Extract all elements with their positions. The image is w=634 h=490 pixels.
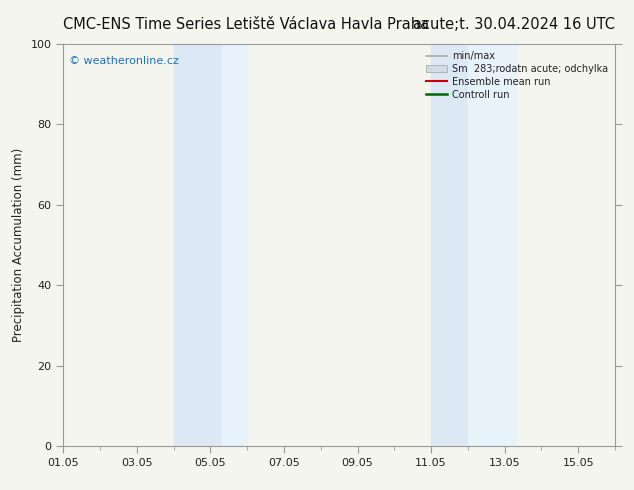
Y-axis label: Precipitation Accumulation (mm): Precipitation Accumulation (mm) <box>12 148 25 342</box>
Text: acute;t. 30.04.2024 16 UTC: acute;t. 30.04.2024 16 UTC <box>413 17 615 32</box>
Bar <box>431 44 468 446</box>
Text: © weatheronline.cz: © weatheronline.cz <box>69 56 179 66</box>
Text: CMC-ENS Time Series Letiště Václava Havla Praha: CMC-ENS Time Series Letiště Václava Havl… <box>63 17 429 32</box>
Bar <box>468 44 515 446</box>
Bar <box>174 44 221 446</box>
Legend: min/max, Sm  283;rodatn acute; odchylka, Ensemble mean run, Controll run: min/max, Sm 283;rodatn acute; odchylka, … <box>424 49 610 101</box>
Bar <box>221 44 247 446</box>
